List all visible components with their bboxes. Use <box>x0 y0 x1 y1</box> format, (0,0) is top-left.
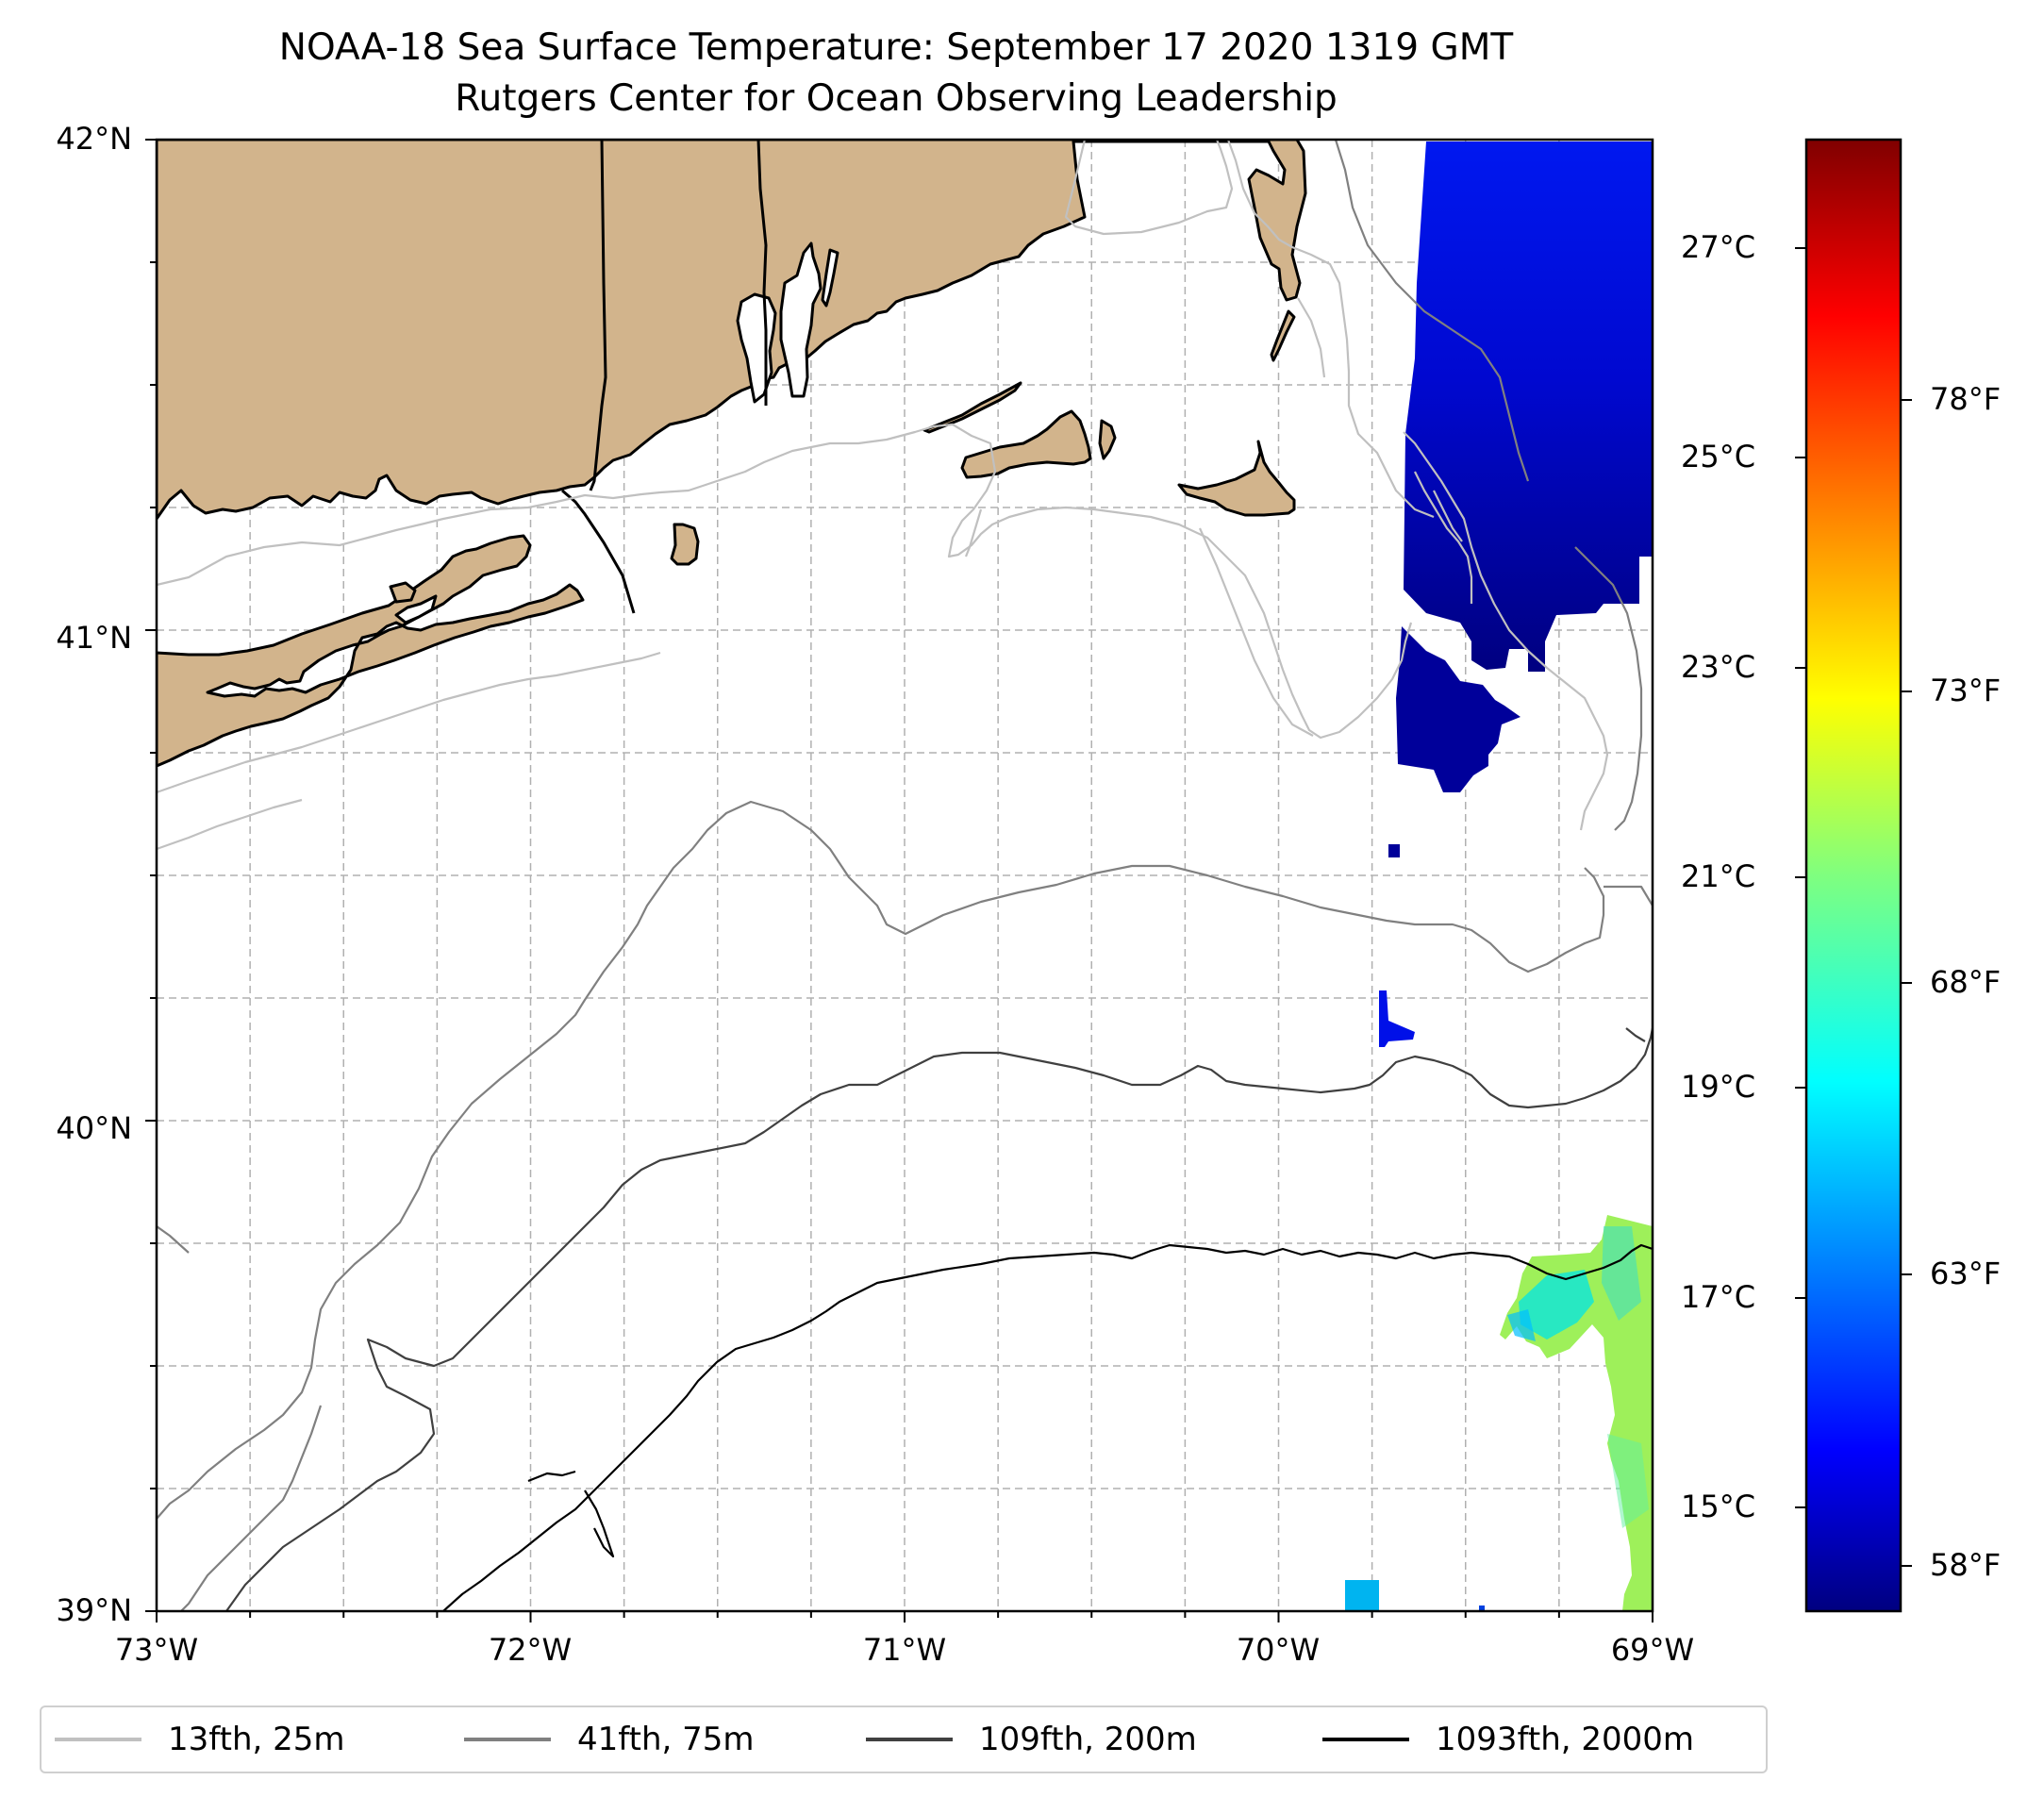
sst-pixel <box>1388 844 1400 857</box>
new-england-coast <box>157 140 1307 521</box>
lon-tick-label: 70°W <box>1236 1632 1321 1668</box>
celsius-tick-label: 23°C <box>1681 649 1756 685</box>
legend-line-2000m <box>1322 1738 1409 1741</box>
fahrenheit-tick-label: 73°F <box>1930 673 2002 708</box>
narragansett-island-2 <box>821 248 839 308</box>
isobath-2000m <box>442 1243 1653 1611</box>
elizabeth-islands <box>922 381 1022 434</box>
state-borders <box>561 140 768 614</box>
isobath-25m <box>157 140 1609 851</box>
long-island <box>157 534 585 768</box>
sst-patch-northeast <box>1404 141 1653 672</box>
narragansett-island-1 <box>779 241 823 398</box>
isobath-75m <box>157 140 1653 1611</box>
celsius-tick-label: 19°C <box>1681 1069 1756 1105</box>
lon-tick-label: 71°W <box>862 1632 947 1668</box>
block-island <box>670 523 700 566</box>
legend-label: 1093fth, 2000m <box>1436 1721 1695 1758</box>
lon-tick-label: 72°W <box>488 1632 573 1668</box>
legend-label: 13fth, 25m <box>168 1721 345 1758</box>
sst-field <box>1345 141 1653 1611</box>
long-island-north-fork-inlet <box>394 594 438 624</box>
legend-item-2000m: 1093fth, 2000m <box>1322 1707 1694 1772</box>
shelter-island <box>389 581 417 604</box>
sst-pixel-south <box>1345 1580 1379 1611</box>
map-subtitle: Rutgers Center for Ocean Observing Leade… <box>455 77 1338 120</box>
fahrenheit-tick-label: 68°F <box>1930 964 2002 1000</box>
legend-label: 109fth, 200m <box>979 1721 1197 1758</box>
celsius-tick-label: 25°C <box>1681 439 1756 474</box>
legend-line-200m <box>866 1738 953 1741</box>
muskeget <box>1098 419 1117 460</box>
celsius-tick-label: 21°C <box>1681 858 1756 894</box>
isobaths <box>157 140 1653 1611</box>
legend-line-75m <box>464 1738 551 1741</box>
monomoy <box>1270 309 1296 362</box>
lat-tick-label: 41°N <box>56 620 132 656</box>
lat-tick-label: 42°N <box>56 121 132 157</box>
celsius-tick-label: 27°C <box>1681 229 1756 265</box>
fahrenheit-tick-label: 58°F <box>1930 1547 2002 1583</box>
colorbar <box>1804 138 1903 1613</box>
legend-item-200m: 109fth, 200m <box>866 1707 1197 1772</box>
lon-tick-label: 73°W <box>114 1632 199 1668</box>
fahrenheit-tick-label: 63°F <box>1930 1256 2002 1291</box>
celsius-tick-label: 15°C <box>1681 1489 1756 1524</box>
legend-line-25m <box>55 1738 141 1741</box>
marthas-vineyard <box>960 409 1092 479</box>
map-title: NOAA-18 Sea Surface Temperature: Septemb… <box>278 26 1514 69</box>
isobath-legend: 13fth, 25m 41fth, 75m 109fth, 200m 1093f… <box>40 1705 1768 1773</box>
fahrenheit-tick-label: 78°F <box>1930 381 2002 417</box>
legend-label: 41fth, 75m <box>577 1721 755 1758</box>
land <box>157 140 1307 768</box>
lat-tick-label: 40°N <box>56 1110 132 1146</box>
nantucket <box>1177 440 1296 517</box>
isobath-200m <box>225 1027 1653 1611</box>
lat-tick-label: 39°N <box>56 1592 132 1628</box>
legend-item-25m: 13fth, 25m <box>55 1707 345 1772</box>
legend-item-75m: 41fth, 75m <box>464 1707 755 1772</box>
lon-tick-label: 69°W <box>1610 1632 1695 1668</box>
celsius-tick-label: 17°C <box>1681 1279 1756 1315</box>
sst-patch-shelf <box>1379 990 1415 1047</box>
sst-patch-nantucket-shoals <box>1396 626 1521 792</box>
